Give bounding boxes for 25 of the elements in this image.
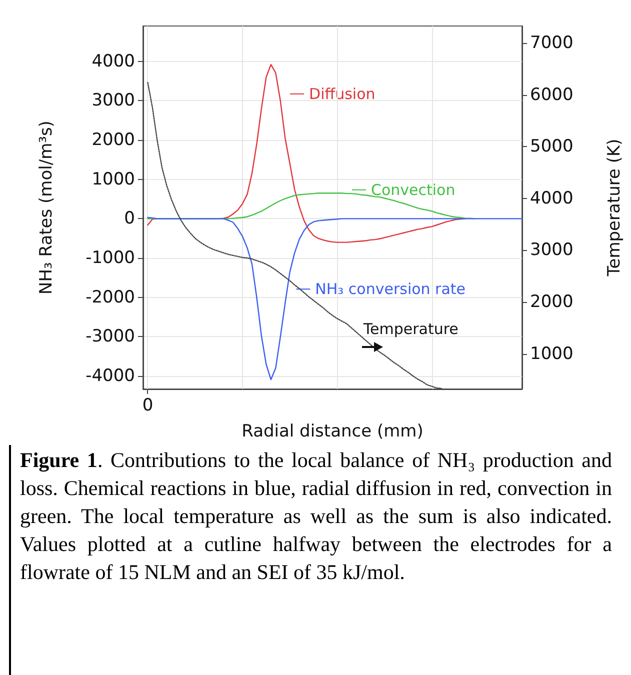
y-tick-label: -1000 bbox=[86, 248, 135, 268]
legend-label: Convection bbox=[371, 180, 456, 199]
y-tick-label: 0 bbox=[124, 208, 135, 229]
y2-tick-label: 1000 bbox=[530, 344, 574, 364]
legend-label: Diffusion bbox=[309, 84, 376, 103]
y-tick-label: 2000 bbox=[92, 130, 135, 150]
y2-tick-label: 7000 bbox=[530, 33, 574, 54]
y-tick-label: 4000 bbox=[92, 51, 135, 72]
line-series bbox=[147, 216, 523, 380]
y-tick-label: -2000 bbox=[86, 287, 135, 308]
y-tick-label: 1000 bbox=[92, 169, 135, 190]
y2-tick-label: 4000 bbox=[530, 188, 574, 208]
y2-axis-title: Temperature (K) bbox=[604, 138, 624, 278]
y2-tick-label: 2000 bbox=[530, 292, 574, 312]
y2-tick-label: 6000 bbox=[530, 84, 574, 105]
annotation: Temperature bbox=[363, 320, 458, 338]
caption: Figure 1. Contributions to the local balance of NH₃ production and loss. Chemical reactions in blue, radial diffusion in red, convection in green. The local temperature as well as the sum is also indicated. Values plotted at a cutline halfway between the electrodes for a flowrate of 15 NLM and an SEI of 35 kJ/mol. bbox=[20, 447, 612, 586]
y-axis-title: NH₃ Rates (mol/m³s) bbox=[36, 120, 56, 294]
y-tick-label: -3000 bbox=[86, 326, 135, 347]
y-tick-label: 3000 bbox=[92, 90, 135, 111]
y2-tick-label: 5000 bbox=[530, 136, 574, 157]
y-tick-label: -4000 bbox=[86, 366, 135, 386]
y2-tick-label: 3000 bbox=[530, 240, 574, 260]
x-axis-title: Radial distance (mm) bbox=[242, 422, 424, 442]
legend-label: NH₃ conversion rate bbox=[315, 280, 466, 298]
